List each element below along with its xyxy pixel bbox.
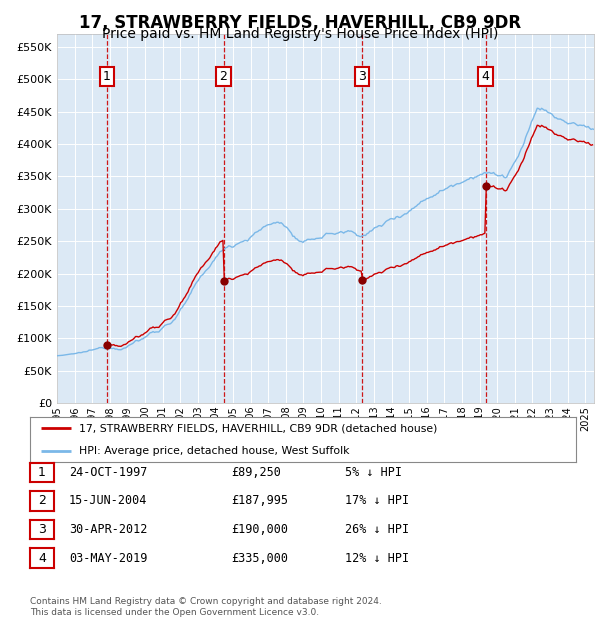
Text: £187,995: £187,995 xyxy=(231,495,288,507)
Text: 3: 3 xyxy=(358,69,366,82)
Text: 2: 2 xyxy=(38,495,46,507)
Text: 1: 1 xyxy=(103,69,110,82)
Text: 17% ↓ HPI: 17% ↓ HPI xyxy=(345,495,409,507)
Text: 1: 1 xyxy=(38,466,46,479)
Text: 4: 4 xyxy=(482,69,490,82)
Text: £335,000: £335,000 xyxy=(231,552,288,564)
Text: 15-JUN-2004: 15-JUN-2004 xyxy=(69,495,148,507)
Text: £190,000: £190,000 xyxy=(231,523,288,536)
Text: 24-OCT-1997: 24-OCT-1997 xyxy=(69,466,148,479)
Text: 26% ↓ HPI: 26% ↓ HPI xyxy=(345,523,409,536)
Text: 17, STRAWBERRY FIELDS, HAVERHILL, CB9 9DR: 17, STRAWBERRY FIELDS, HAVERHILL, CB9 9D… xyxy=(79,14,521,32)
Text: 3: 3 xyxy=(38,523,46,536)
Text: 4: 4 xyxy=(38,552,46,564)
Text: Contains HM Land Registry data © Crown copyright and database right 2024.
This d: Contains HM Land Registry data © Crown c… xyxy=(30,598,382,617)
Text: 5% ↓ HPI: 5% ↓ HPI xyxy=(345,466,402,479)
Text: HPI: Average price, detached house, West Suffolk: HPI: Average price, detached house, West… xyxy=(79,446,350,456)
Text: Price paid vs. HM Land Registry's House Price Index (HPI): Price paid vs. HM Land Registry's House … xyxy=(102,27,498,41)
Text: 12% ↓ HPI: 12% ↓ HPI xyxy=(345,552,409,564)
Text: £89,250: £89,250 xyxy=(231,466,281,479)
Text: 03-MAY-2019: 03-MAY-2019 xyxy=(69,552,148,564)
Text: 17, STRAWBERRY FIELDS, HAVERHILL, CB9 9DR (detached house): 17, STRAWBERRY FIELDS, HAVERHILL, CB9 9D… xyxy=(79,423,437,433)
Text: 30-APR-2012: 30-APR-2012 xyxy=(69,523,148,536)
Text: 2: 2 xyxy=(220,69,227,82)
